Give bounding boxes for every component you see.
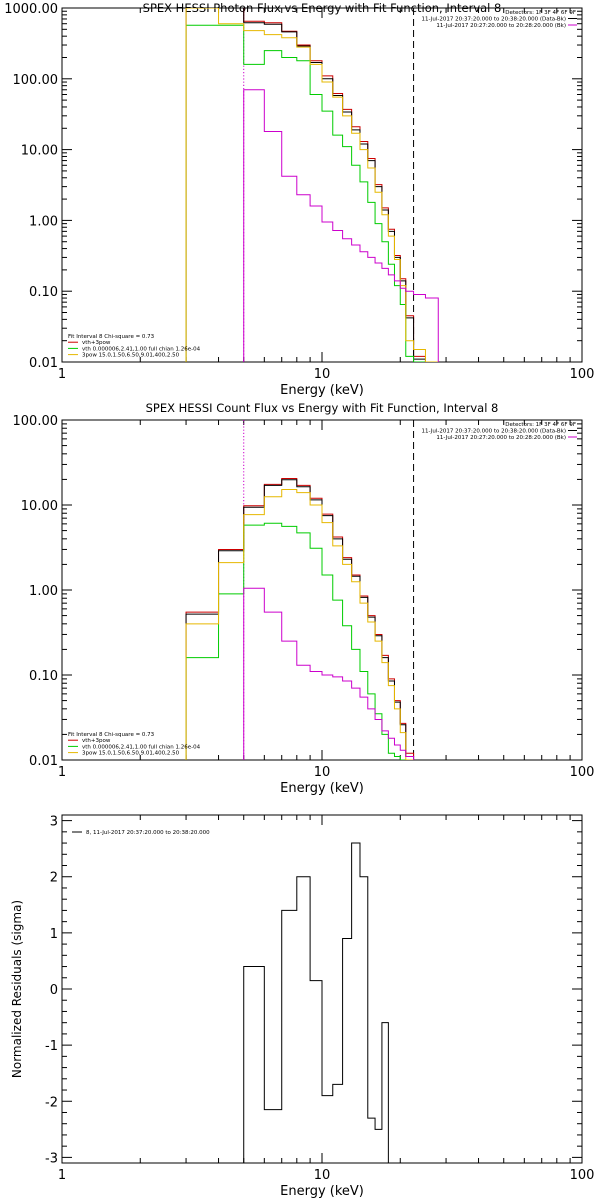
legend-text: Detectors: 1F 3F 4F 6F 9F: [505, 10, 576, 16]
legend-text: 11-Jul-2017 20:37:20.000 to 20:38:20.000…: [422, 429, 567, 435]
legend-text: Detectors: 1F 3F 4F 6F 9F: [505, 422, 576, 428]
x-tick-label: 10: [314, 1168, 331, 1183]
x-tick-label: 1: [58, 1168, 66, 1183]
y-tick-label: 1.00: [29, 214, 58, 229]
x-tick-label: 1: [58, 765, 66, 780]
chart-title: SPEX HESSI Count Flux vs Energy with Fit…: [146, 401, 499, 415]
chart-panel-2: SPEX HESSI Count Flux vs Energy with Fit…: [13, 401, 595, 796]
series-line-4: [243, 587, 415, 760]
y-tick-label: 10.00: [21, 499, 58, 514]
x-tick-label: 10: [314, 367, 331, 382]
y-tick-label: 100.00: [13, 73, 59, 88]
legend-text: vth+3pow: [82, 738, 111, 744]
x-tick-label: 100: [570, 1168, 595, 1183]
y-tick-label: 10.00: [21, 144, 58, 159]
y-tick-label: 3: [50, 815, 58, 830]
y-tick-label: 0.01: [29, 356, 58, 371]
y-tick-label: 1000.00: [4, 2, 58, 17]
series-line-0: [243, 842, 389, 1163]
series-line-0: [185, 8, 439, 362]
series-line-3: [185, 489, 414, 760]
series-line-2: [185, 522, 414, 760]
legend-text: 11-Jul-2017 20:37:20.000 to 20:38:20.000…: [422, 17, 567, 23]
series-line-0: [185, 478, 415, 760]
y-tick-label: 0.10: [29, 669, 58, 684]
series-group: [243, 842, 389, 1163]
legend-text: 3pow 15.0,1.50,6.50,9.01,400,2.50: [82, 751, 180, 757]
x-axis-label: Energy (keV): [280, 383, 364, 398]
chart-panel-1: SPEX HESSI Photon Flux vs Energy with Fi…: [4, 1, 594, 398]
y-axis-label: Normalized Residuals (sigma): [10, 900, 24, 1078]
legend-text: vth 0.000006,2.41,1.00 full chian 1.26e-…: [82, 346, 201, 352]
y-tick-label: 2: [50, 871, 58, 886]
legend-text: 8, 11-Jul-2017 20:37:20.000 to 20:38:20.…: [86, 830, 210, 836]
series-line-1: [185, 479, 415, 760]
x-axis-label: Energy (keV): [280, 781, 364, 796]
y-tick-label: 0.10: [29, 285, 58, 300]
y-tick-label: 1.00: [29, 584, 58, 599]
series-line-4: [243, 89, 439, 362]
legend-text: vth 0.000006,2.41,1.00 full chian 1.26e-…: [82, 744, 201, 750]
legend-text: Fit Interval 8 Chi-square = 0.73: [68, 732, 155, 738]
y-tick-label: -3: [45, 1151, 58, 1166]
x-tick-label: 1: [58, 367, 66, 382]
y-tick-label: 1: [50, 927, 58, 942]
x-axis-label: Energy (keV): [280, 1184, 364, 1199]
y-tick-label: -1: [45, 1039, 58, 1054]
legend-text: 11-Jul-2017 20:27:20.000 to 20:28:20.000…: [436, 23, 566, 29]
y-tick-label: -2: [45, 1095, 58, 1110]
y-tick-label: 0.01: [29, 754, 58, 769]
legend-text: Fit Interval 8 Chi-square = 0.73: [68, 334, 155, 340]
x-tick-label: 10: [314, 765, 331, 780]
y-tick-label: 0: [50, 983, 58, 998]
legend-text: 3pow 15.0,1.50,6.50,9.01,400,2.50: [82, 353, 180, 359]
axes-frame: [61, 419, 583, 761]
legend-text: 11-Jul-2017 20:27:20.000 to 20:28:20.000…: [436, 435, 566, 441]
series-line-2: [185, 24, 439, 362]
series-group: [185, 8, 439, 362]
chart-panel-3: 1 10 100 -3 -2 -1 0 1 2 3 Energy (keV) Normalized R…: [10, 814, 595, 1199]
x-tick-label: 100: [570, 367, 595, 382]
y-tick-label: 100.00: [13, 414, 59, 429]
x-tick-label: 100: [570, 765, 595, 780]
series-line-1: [185, 8, 439, 362]
legend-text: vth+3pow: [82, 340, 111, 346]
series-group: [185, 478, 415, 760]
